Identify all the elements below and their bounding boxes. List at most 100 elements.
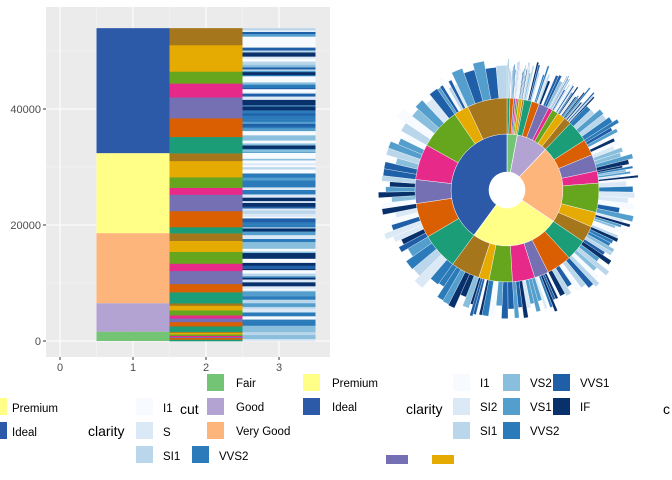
bar-segment-clarity [242, 47, 316, 51]
bar-segment-clarity [242, 208, 316, 211]
bar-segment-clarity [242, 288, 316, 291]
bar-segment-clarity [242, 163, 316, 166]
bar-segment-clarity [242, 312, 316, 317]
bar-segment-clarity [242, 128, 316, 132]
bar-segment-clarity [242, 262, 316, 266]
bar-segment-clarity [242, 238, 316, 243]
x-tick-label: 2 [203, 362, 209, 374]
x-tick-label: 0 [57, 362, 63, 374]
bar-segment-clarity [242, 210, 316, 214]
bar-segment-clarity [242, 227, 316, 229]
legend-title: cut [180, 401, 199, 417]
bar-segment-clarity [242, 334, 316, 340]
bar-segment-clarity [242, 45, 316, 48]
bar-segment-clarity [242, 69, 316, 71]
bar-segment-clarity [242, 177, 316, 181]
sunburst-center-hole [489, 172, 525, 208]
bar-segment-color [169, 336, 243, 339]
bar-segment-color [169, 292, 243, 304]
legend-label: I1 [480, 378, 490, 390]
legend-key [192, 446, 209, 463]
bar-segment-clarity [242, 149, 316, 152]
bar-segment-clarity [242, 145, 316, 149]
legend-label: IF [580, 402, 590, 414]
bar-segment-clarity [242, 42, 316, 47]
bar-segment-clarity [242, 87, 316, 90]
legend-label: S [163, 427, 171, 439]
bar-segment-color [169, 315, 243, 319]
bar-segment-clarity [242, 291, 316, 294]
bar-segment-color [169, 71, 243, 84]
bar-segment-cut [96, 28, 170, 154]
legend-key [553, 374, 570, 391]
legend-key [432, 455, 454, 464]
bar-segment-color [169, 263, 243, 272]
bar-segment-clarity [242, 296, 316, 298]
legend-label: VS1 [530, 402, 552, 414]
bar-segment-clarity [242, 76, 316, 80]
sunburst-clarity-slice [495, 65, 508, 99]
bar-segment-clarity [242, 308, 316, 313]
legend-label: VVS2 [530, 426, 559, 438]
bar-segment-clarity [242, 319, 316, 322]
bar-segment-color [169, 326, 243, 332]
legend-key [136, 398, 153, 415]
bar-segment-color [169, 303, 243, 306]
bar-segment-clarity [242, 71, 316, 76]
bar-segment-clarity [242, 161, 316, 164]
bar-segment-clarity [242, 265, 316, 269]
bar-segment-clarity [242, 61, 316, 65]
legend-key [136, 422, 153, 439]
bar-segment-clarity [242, 74, 316, 77]
bar-segment-color [169, 339, 243, 342]
bar-segment-clarity [242, 276, 316, 278]
bar-segment-color [169, 321, 243, 327]
bar-segment-color [169, 187, 243, 195]
bar-segment-clarity [242, 299, 316, 304]
bar-segment-color [169, 283, 243, 293]
bar-segment-color [169, 331, 243, 333]
legend-key [0, 398, 7, 415]
bar-segment-cut [96, 331, 170, 341]
bar-segment-clarity [242, 58, 316, 60]
bar-segment-clarity [242, 246, 316, 249]
bar-segment-clarity [242, 327, 316, 333]
bar-segment-clarity [242, 200, 316, 203]
bar-segment-clarity [242, 251, 316, 254]
y-tick-label: 20000 [10, 220, 41, 232]
stacked-bar-panel: 0 20000 40000 0 1 2 3 [10, 7, 330, 374]
bar-segment-color [169, 44, 243, 72]
bar-segment-clarity [242, 143, 316, 146]
bar-segment-color [169, 194, 243, 212]
bar-segment-clarity [242, 252, 316, 258]
bar-segment-clarity [242, 126, 316, 129]
bar-segment-clarity [242, 165, 316, 168]
bar-segment-clarity [242, 130, 316, 136]
bar-segment-clarity [242, 70, 316, 73]
bar-segment-clarity [242, 213, 316, 217]
bar-segment-color [169, 226, 243, 234]
legend-label: SI2 [480, 402, 497, 414]
bar-segment-clarity [242, 258, 316, 263]
bar-segment-color [169, 332, 243, 335]
bar-segment-clarity [242, 105, 316, 107]
bar-segment-clarity [242, 303, 316, 307]
bar-segment-color [169, 83, 243, 98]
bar-segment-clarity [242, 31, 316, 35]
bar-segment-clarity [242, 88, 316, 93]
legend-key [453, 374, 470, 391]
bar-segment-color [169, 28, 243, 46]
bar-segment-clarity [242, 245, 316, 248]
legend-label: Premium [12, 403, 58, 415]
bar-segment-clarity [242, 231, 316, 236]
legend-key [303, 374, 320, 391]
bar-segment-clarity [242, 169, 316, 174]
legend-key [503, 374, 520, 391]
bar-segment-clarity [242, 197, 316, 202]
legend-key [503, 422, 520, 439]
legend-label: VS2 [530, 378, 552, 390]
bar-segment-clarity [242, 173, 316, 178]
bar-segment-clarity [242, 148, 316, 150]
bar-segment-clarity [242, 290, 316, 292]
legend-label: VVS1 [580, 378, 609, 390]
